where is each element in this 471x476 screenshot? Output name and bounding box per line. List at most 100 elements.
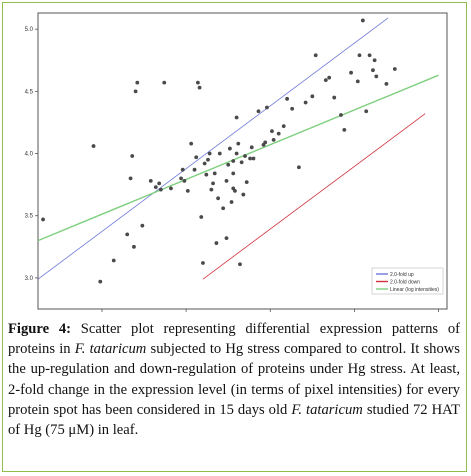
fit-lines xyxy=(37,17,439,280)
data-point xyxy=(140,223,145,228)
y-tick-label: 4.0 xyxy=(25,152,34,158)
data-point xyxy=(244,180,249,185)
data-point xyxy=(98,279,103,284)
data-point xyxy=(276,131,281,136)
data-point xyxy=(332,95,337,100)
data-point xyxy=(243,154,247,158)
data-point xyxy=(372,58,377,63)
data-point xyxy=(342,128,347,132)
data-point xyxy=(339,113,343,117)
data-point xyxy=(234,151,239,156)
data-point xyxy=(192,167,197,172)
caption-text-1: Scatter plot representing differential e… xyxy=(8,321,460,358)
data-point xyxy=(157,181,162,186)
data-point xyxy=(135,80,140,85)
data-point xyxy=(256,109,261,114)
data-point xyxy=(224,178,229,183)
data-point xyxy=(211,181,215,186)
data-point xyxy=(238,262,242,267)
data-point xyxy=(239,160,244,165)
data-point xyxy=(310,94,315,99)
data-point xyxy=(169,186,173,191)
data-point xyxy=(367,53,372,58)
data-point xyxy=(248,156,252,161)
data-point xyxy=(216,196,220,201)
data-point xyxy=(234,115,239,120)
data-point xyxy=(327,75,332,80)
data-point xyxy=(148,178,153,183)
data-point xyxy=(179,176,183,181)
series-line-2-0-fold-up xyxy=(37,17,389,280)
data-point xyxy=(221,206,226,211)
caption-label: Figure 4: xyxy=(8,321,71,337)
data-point xyxy=(371,68,375,73)
data-point xyxy=(202,161,207,166)
data-point xyxy=(206,157,210,162)
figure-caption: Figure 4: Scatter plot representing diff… xyxy=(8,319,460,440)
data-point xyxy=(132,244,136,249)
data-point xyxy=(392,67,397,71)
y-tick-label: 4.5 xyxy=(25,89,34,95)
legend-label: 2.0-fold up xyxy=(390,272,414,278)
data-point xyxy=(153,185,158,190)
series-line-linear-log-intensities xyxy=(37,74,439,242)
data-point xyxy=(162,80,167,85)
data-point xyxy=(224,236,229,241)
data-point xyxy=(128,176,133,181)
data-points xyxy=(41,18,397,284)
data-point xyxy=(227,146,232,151)
data-point xyxy=(197,85,202,90)
data-point xyxy=(231,171,236,176)
y-tick-label: 3.0 xyxy=(25,276,34,282)
data-point xyxy=(130,154,135,158)
data-point xyxy=(265,105,269,110)
y-tick-label: 3.5 xyxy=(25,214,34,220)
data-point xyxy=(201,261,205,265)
data-point xyxy=(290,106,295,111)
scatter-plot: 3.03.54.04.55.03.03.54.04.55.0 2.0-fold … xyxy=(25,12,448,312)
data-point xyxy=(182,178,187,183)
data-point xyxy=(285,96,290,101)
data-point xyxy=(229,200,234,204)
data-point xyxy=(194,155,199,160)
data-point xyxy=(384,81,389,86)
data-point xyxy=(214,241,219,245)
data-point xyxy=(236,141,241,146)
legend-label: 2.0-fold down xyxy=(390,280,420,286)
data-point xyxy=(91,144,96,148)
data-point xyxy=(204,172,209,177)
data-point xyxy=(271,137,276,142)
data-point xyxy=(349,70,353,75)
data-point xyxy=(323,78,328,83)
data-point xyxy=(41,217,45,222)
y-tick-label: 5.0 xyxy=(25,27,34,33)
data-point xyxy=(226,162,231,167)
data-point xyxy=(251,156,256,161)
data-point xyxy=(355,79,360,84)
data-point xyxy=(133,89,138,94)
data-point xyxy=(158,187,163,192)
data-point xyxy=(125,232,130,237)
series-line-2-0-fold-down xyxy=(202,113,426,280)
data-point xyxy=(263,140,268,145)
data-point xyxy=(111,258,116,263)
data-point xyxy=(296,165,301,170)
data-point xyxy=(249,145,254,150)
axis-ticks: 3.03.54.04.55.03.03.54.04.55.0 xyxy=(25,27,439,312)
data-point xyxy=(199,215,204,219)
caption-species-2: F. tataricum xyxy=(291,401,363,418)
caption-species-1: F. tataricum xyxy=(74,341,147,358)
data-point xyxy=(360,18,365,23)
caption-text-3: studied 72 HAT of Hg (75 μM) in leaf. xyxy=(8,401,460,439)
legend-label: Linear (log intensities) xyxy=(390,287,439,293)
data-point xyxy=(231,159,236,163)
data-point xyxy=(189,141,194,146)
caption-text-2: subjected to Hg stress compared to contr… xyxy=(8,341,460,418)
data-point xyxy=(180,167,185,172)
data-point xyxy=(217,151,222,156)
data-point xyxy=(209,187,214,192)
data-point xyxy=(281,124,286,129)
data-point xyxy=(207,151,212,156)
data-point xyxy=(270,129,274,134)
